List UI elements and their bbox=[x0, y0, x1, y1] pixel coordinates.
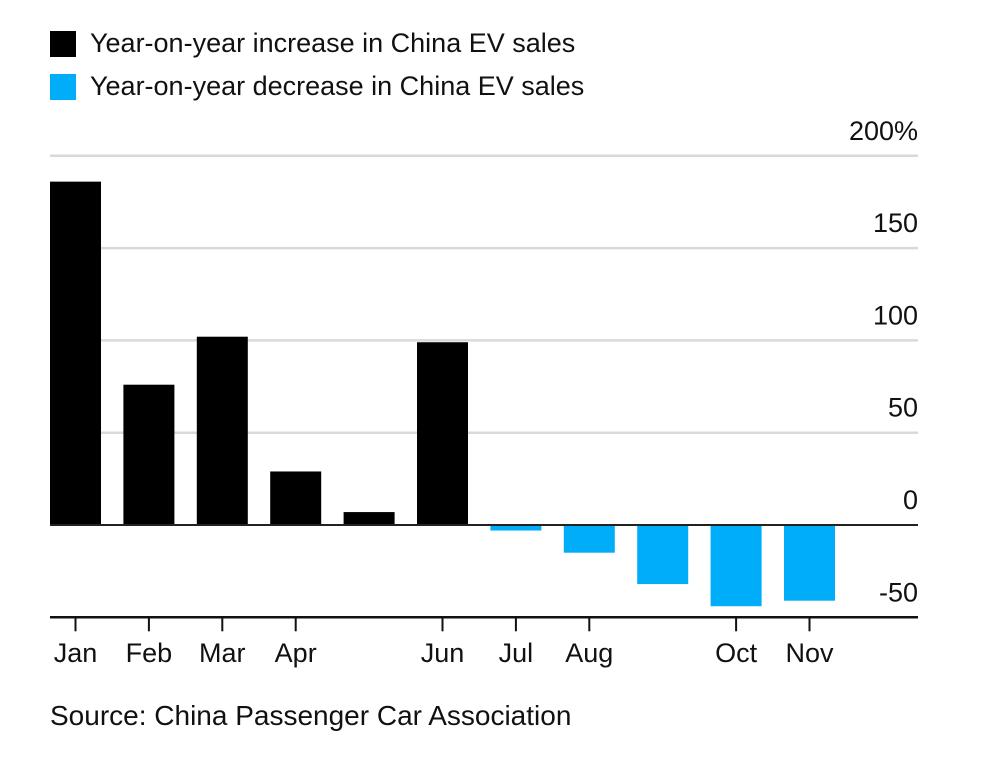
bar-feb bbox=[123, 384, 175, 525]
legend-item-decrease: Year-on-year decrease in China EV sales bbox=[50, 65, 584, 108]
x-tick-label: Jun bbox=[421, 638, 465, 668]
x-tick-label: Jan bbox=[54, 638, 98, 668]
legend-label-decrease: Year-on-year decrease in China EV sales bbox=[90, 71, 585, 101]
bar-jan bbox=[50, 181, 101, 526]
source-note: Source: China Passenger Car Association bbox=[50, 700, 572, 731]
y-tick-label: 50 bbox=[888, 393, 918, 423]
legend-item-increase: Year-on-year increase in China EV sales bbox=[50, 22, 584, 65]
y-tick-label: 0 bbox=[903, 485, 918, 515]
bar-oct bbox=[710, 525, 762, 607]
y-tick-label: -50 bbox=[879, 577, 918, 607]
x-tick-label: Aug bbox=[565, 638, 613, 668]
bar-mar bbox=[196, 336, 248, 525]
x-tick-label: Nov bbox=[785, 638, 834, 668]
x-tick-label: Jul bbox=[499, 638, 534, 668]
y-tick-label: 100 bbox=[873, 300, 918, 330]
x-tick-label: Mar bbox=[199, 638, 246, 668]
x-tick-label: Oct bbox=[715, 638, 758, 668]
x-tick-label: Feb bbox=[126, 638, 173, 668]
legend-swatch-increase bbox=[50, 30, 76, 57]
bar-jul bbox=[490, 525, 542, 531]
legend-swatch-decrease bbox=[50, 73, 76, 100]
bar-nov bbox=[784, 525, 835, 601]
legend: Year-on-year increase in China EV sales … bbox=[50, 22, 584, 108]
bar-aug bbox=[563, 525, 615, 553]
legend-label-increase: Year-on-year increase in China EV sales bbox=[90, 28, 576, 58]
bar-jun bbox=[417, 342, 468, 525]
y-tick-label: 150 bbox=[873, 208, 918, 238]
bar-may bbox=[343, 512, 395, 525]
bar-sep bbox=[637, 525, 689, 585]
x-tick-label: Apr bbox=[275, 638, 317, 668]
y-tick-label: 200% bbox=[849, 116, 918, 146]
bar-apr bbox=[270, 471, 322, 525]
